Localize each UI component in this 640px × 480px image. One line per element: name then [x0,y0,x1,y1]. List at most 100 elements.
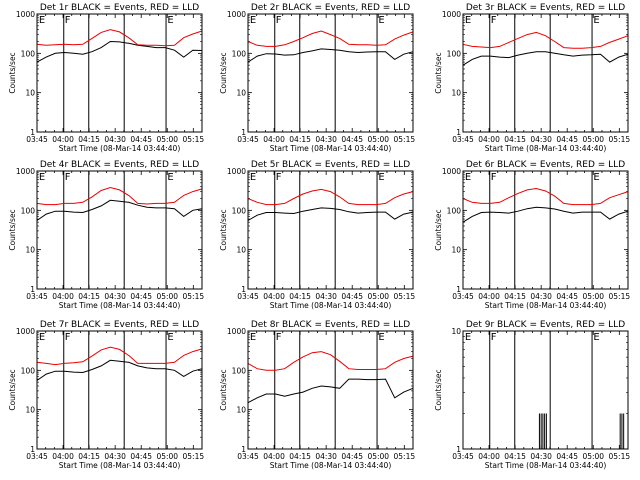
x-tick-label: 04:00 [52,292,74,301]
x-tick-label: 04:45 [556,135,578,144]
series-lld [36,186,203,206]
x-axis-label: Start Time (08-Mar-14 03:44:40) [59,461,181,470]
x-tick-label: 04:15 [78,135,100,144]
y-tick-label: 1 [30,285,35,294]
series-events [36,40,203,63]
x-tick-label: 04:15 [289,292,311,301]
mode-marker-f: F [65,15,71,26]
y-tick-label: 10 [236,406,246,415]
x-tick-label: 04:45 [130,135,152,144]
y-tick-label: 10 [236,246,246,255]
series-events [462,51,629,66]
mode-marker-e: E [167,15,173,26]
y-axis-label: Counts/sec [8,209,17,250]
mode-marker-e: E [250,332,256,343]
y-tick-label: 100 [232,49,247,58]
x-tick-label: 04:00 [478,292,500,301]
x-tick-label: 05:00 [367,135,389,144]
x-axis-label: Start Time (08-Mar-14 03:44:40) [485,144,607,153]
y-tick-label: 1000 [227,167,246,176]
series-lld [462,187,629,206]
x-tick-label: 04:45 [341,292,363,301]
x-tick-label: 05:00 [156,135,178,144]
x-tick-label: 05:15 [183,135,205,144]
mode-marker-f: F [276,332,282,343]
mode-marker-e: E [39,172,45,183]
panel-title: Det 9r BLACK = Events, RED = LLD [466,320,625,330]
series-events [247,378,414,404]
mode-marker-e: E [378,172,384,183]
x-tick-label: 03:45 [452,292,474,301]
x-tick-label: 03:45 [237,135,259,144]
x-tick-label: 04:30 [104,135,126,144]
y-tick-label: 1 [456,285,461,294]
detector-panel-5: Det 5r BLACK = Events, RED = LLD Start Ti… [219,160,415,310]
y-axis-label: Counts/sec [434,52,443,93]
plot-frame [36,330,203,450]
series-lld [36,29,203,47]
x-tick-label: 05:00 [582,135,604,144]
panel-title: Det 7r BLACK = Events, RED = LLD [40,320,199,330]
mode-marker-e: E [250,15,256,26]
x-tick-label: 04:30 [315,452,337,461]
x-tick-label: 04:30 [530,292,552,301]
x-tick-label: 04:30 [104,292,126,301]
y-tick-label: 10 [236,89,246,98]
x-tick-label: 05:00 [582,452,604,461]
mode-marker-e: E [465,15,471,26]
x-tick-label: 04:30 [315,135,337,144]
series-events [247,48,414,63]
x-tick-label: 05:15 [609,452,631,461]
y-tick-label: 10 [25,89,35,98]
x-tick-label: 05:15 [183,452,205,461]
series-lld [462,31,629,49]
x-tick-label: 04:30 [104,452,126,461]
plot-frame [462,170,629,290]
series-lld [247,30,414,47]
x-tick-label: 04:15 [78,452,100,461]
x-tick-label: 03:45 [26,135,48,144]
x-tick-label: 04:15 [504,292,526,301]
y-tick-label: 100 [447,206,462,215]
x-tick-label: 04:15 [78,292,100,301]
detector-panel-6: Det 6r BLACK = Events, RED = LLD Start Ti… [434,160,630,310]
y-tick-label: 1000 [442,10,461,19]
series-events [36,359,203,381]
plot-frame [247,13,414,133]
x-tick-label: 04:45 [556,452,578,461]
y-axis-label: Counts/sec [219,52,228,93]
plot-frame [36,170,203,290]
y-tick-label: 100 [21,49,36,58]
mode-marker-e: E [593,172,599,183]
x-tick-label: 04:00 [263,292,285,301]
mode-marker-f: F [491,15,497,26]
y-tick-label: 100 [232,366,247,375]
x-tick-label: 04:15 [504,135,526,144]
x-tick-label: 04:45 [130,292,152,301]
y-tick-label: 1 [241,285,246,294]
panel-title: Det 4r BLACK = Events, RED = LLD [40,160,199,170]
x-axis-label: Start Time (08-Mar-14 03:44:40) [270,301,392,310]
plot-frame [247,330,414,450]
y-tick-label: 1 [30,128,35,137]
mode-marker-e: E [465,172,471,183]
detector-panel-8: Det 8r BLACK = Events, RED = LLD Start Ti… [219,320,415,470]
y-tick-label: 10 [451,89,461,98]
mode-marker-f: F [65,172,71,183]
y-tick-label: 1000 [16,327,35,336]
x-axis-label: Start Time (08-Mar-14 03:44:40) [485,461,607,470]
x-tick-label: 04:00 [52,452,74,461]
y-tick-label: 10 [25,246,35,255]
y-tick-label: 100 [232,206,247,215]
y-axis-label: Counts/sec [219,209,228,250]
y-tick-label: 10 [451,327,461,336]
y-tick-label: 100 [21,366,36,375]
series-events [462,206,629,223]
x-tick-label: 04:00 [263,135,285,144]
x-tick-label: 05:00 [156,292,178,301]
x-tick-label: 05:15 [394,135,416,144]
series-lld [36,346,203,366]
y-tick-label: 1000 [16,10,35,19]
x-tick-label: 04:15 [504,452,526,461]
